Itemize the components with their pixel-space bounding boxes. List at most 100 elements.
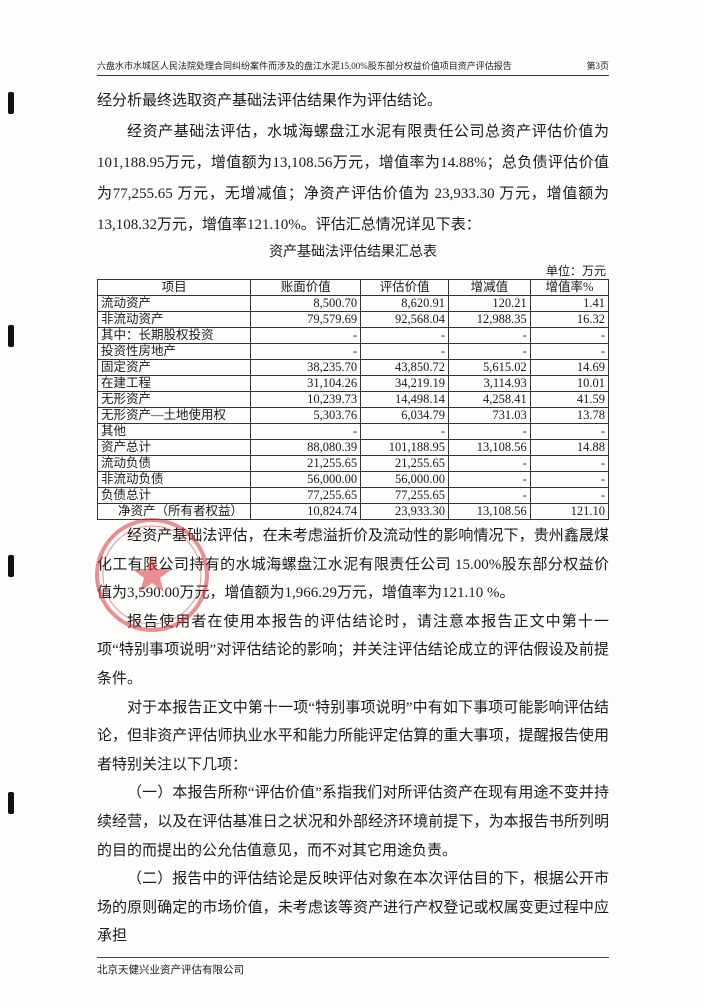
page-number: 第3页 [586, 61, 609, 71]
table-row: 其中：长期股权投资 - - - - [96, 327, 610, 344]
binder-hole [8, 792, 14, 814]
cell-value: 731.03 [448, 407, 531, 424]
cell-value: - [448, 487, 531, 504]
cell-value: - [250, 327, 362, 344]
table-row: 资产总计 88,080.39 101,188.95 13,108.56 14.88 [96, 439, 610, 456]
cell-value: 56,000.00 [250, 471, 362, 488]
cell-value: 13,108.56 [448, 439, 531, 456]
table-row: 无形资产 10,239.73 14,498.14 4,258.41 41.59 [96, 391, 610, 408]
cell-value: 23,933.30 [360, 503, 450, 520]
table-row: 流动资产 8,500.70 8,620.91 120.21 1.41 [96, 295, 610, 312]
cell-value: - [529, 471, 610, 488]
table-row: 流动负债 21,255.65 21,255.65- - [96, 455, 610, 472]
cell-value: 121.10 [529, 503, 610, 520]
binder-hole [8, 92, 14, 114]
cell-value: 6,034.79 [360, 407, 450, 424]
cell-value: 41.59 [529, 391, 610, 408]
cell-value: 12,988.35 [448, 311, 531, 328]
paragraph: 经资产基础法评估，在未考虑溢折价及流动性的影响情况下，贵州鑫晟煤化工有限公司持有… [97, 528, 609, 602]
cell-value: 43,850.72 [360, 359, 450, 376]
cell-value: 21,255.65 [360, 455, 450, 472]
column-header: 增减值 [448, 279, 531, 296]
cell-value: 4,258.41 [448, 391, 531, 408]
table-row: 其他 - - - - [96, 423, 610, 440]
header-title: 六盘水市水城区人民法院处理合同纠纷案件而涉及的盘江水泥15.00%股东部分权益价… [97, 61, 512, 71]
column-header: 评估价值 [360, 279, 450, 296]
paragraph: 经分析最终选取资产基础法评估结果作为评估结论。 [97, 93, 443, 109]
cell-value: 77,255.65 [250, 487, 362, 504]
cell-value: - [360, 327, 450, 344]
row-label: 在建工程 [96, 375, 252, 392]
cell-value: 21,255.65 [250, 455, 362, 472]
row-label: 无形资产—土地使用权 [96, 407, 252, 424]
cell-value: - [448, 471, 531, 488]
cell-value: - [448, 343, 531, 360]
paragraph: 经资产基础法评估，水城海螺盘江水泥有限责任公司总资产评估价值为101,188.9… [97, 124, 609, 233]
cell-value: 88,080.39 [250, 439, 362, 456]
cell-value: - [529, 423, 610, 440]
table-unit: 单位：万元 [545, 264, 606, 278]
row-label: 投资性房地产 [96, 343, 252, 360]
cell-value: 120.21 [448, 295, 531, 312]
cell-value: 31,104.26 [250, 375, 362, 392]
cell-value: 14.88 [529, 439, 610, 456]
cell-value: - [360, 343, 450, 360]
cell-value: 92,568.04 [360, 311, 450, 328]
cell-value: 38,235.70 [250, 359, 362, 376]
table-title: 资产基础法评估结果汇总表 [269, 245, 437, 260]
cell-value: 10,239.73 [250, 391, 362, 408]
cell-value: 1.41 [529, 295, 610, 312]
cell-value: 3,114.93 [448, 375, 531, 392]
intro-text: 经分析最终选取资产基础法评估结果作为评估结论。 经资产基础法评估，水城海螺盘江水… [97, 86, 609, 241]
row-label: 其他 [96, 423, 252, 440]
cell-value: - [448, 423, 531, 440]
cell-value: 10.01 [529, 375, 610, 392]
cell-value: 10,824.74 [250, 503, 362, 520]
table-row: 净资产（所有者权益） 10,824.74 23,933.30 13,108.56 121… [96, 503, 610, 520]
cell-value: 77,255.65 [360, 487, 450, 504]
cell-value: - [529, 327, 610, 344]
cell-value: 8,500.70 [250, 295, 362, 312]
cell-value: 5,615.02 [448, 359, 531, 376]
row-label: 负债总计 [96, 487, 252, 504]
table-row: 非流动负债 56,000.00 56,000.00- - [96, 471, 610, 488]
row-label: 非流动资产 [96, 311, 252, 328]
cell-value: - [529, 487, 610, 504]
table-row: 固定资产 38,235.70 43,850.72 5,615.02 14.69 [96, 359, 610, 376]
binder-hole [8, 325, 14, 347]
row-label: 固定资产 [96, 359, 252, 376]
column-header: 账面价值 [250, 279, 362, 296]
row-label: 流动资产 [96, 295, 252, 312]
cell-value: 5,303.76 [250, 407, 362, 424]
cell-value: 56,000.00 [360, 471, 450, 488]
cell-value: 14.69 [529, 359, 610, 376]
cell-value: - [360, 423, 450, 440]
row-label: 无形资产 [96, 391, 252, 408]
table-row: 负债总计 77,255.65 77,255.65- - [96, 487, 610, 504]
row-label: 其中：长期股权投资 [96, 327, 252, 344]
cell-value: 13,108.56 [448, 503, 531, 520]
paragraph: 对于本报告正文中第十一项“特别事项说明”中有如下事项可能影响评估结论，但非资产评… [97, 699, 609, 773]
paragraph: 报告使用者在使用本报告的评估结论时，请注意本报告正文中第十一项“特别事项说明”对… [97, 613, 609, 687]
table-row: 非流动资产 79,579.69 92,568.04 12,988.35 16.32 [96, 311, 610, 328]
table-row: 投资性房地产 - - - - [96, 343, 610, 360]
table-row: 无形资产—土地使用权 5,303.76 6,034.79 731.03 13.78 [96, 407, 610, 424]
footer-company: 北京天健兴业资产评估有限公司 [97, 964, 244, 976]
cell-value: - [250, 423, 362, 440]
paragraph: （一）本报告所称“评估价值”系指我们对所评估资产在现有用途不变并持续经营，以及在… [97, 785, 609, 859]
footer-divider [97, 956, 609, 958]
row-label: 非流动负债 [96, 471, 252, 488]
row-label: 净资产（所有者权益） [96, 503, 252, 520]
cell-value: - [448, 327, 531, 344]
column-header: 项目 [96, 279, 252, 296]
cell-value: 8,620.91 [360, 295, 450, 312]
paragraph: （二）报告中的评估结论是反映评估对象在本次评估目的下，根据公开市场的原则确定的市… [97, 871, 609, 945]
column-header: 增值率% [529, 279, 610, 296]
cell-value: - [250, 343, 362, 360]
page-header: 六盘水市水城区人民法院处理合同纠纷案件而涉及的盘江水泥15.00%股东部分权益价… [97, 60, 609, 76]
cell-value: 14,498.14 [360, 391, 450, 408]
cell-value: 101,188.95 [360, 439, 450, 456]
row-label: 资产总计 [96, 439, 252, 456]
page-content: 六盘水市水城区人民法院处理合同纠纷案件而涉及的盘江水泥15.00%股东部分权益价… [96, 0, 610, 1008]
cell-value: 16.32 [529, 311, 610, 328]
